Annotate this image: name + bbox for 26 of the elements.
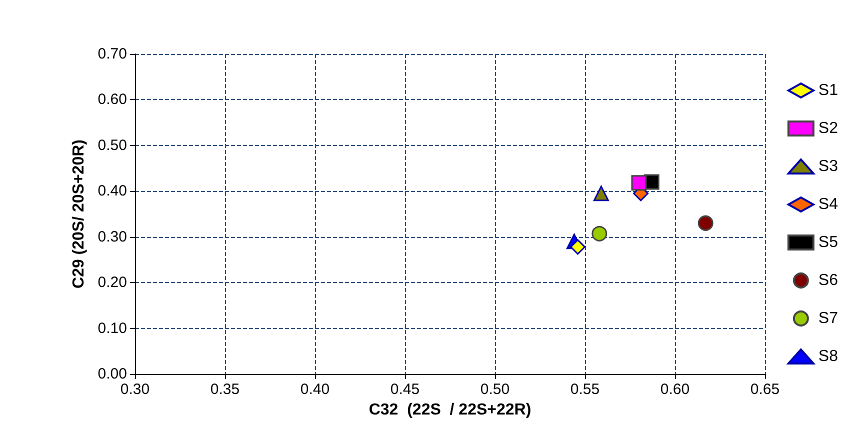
x-axis-title: C32 (22S / 22S+22R) [368, 402, 532, 418]
y-tick-label: 0.20 [98, 274, 127, 292]
y-tick-label: 0.10 [98, 320, 127, 337]
x-tick-label: 0.45 [390, 381, 420, 398]
legend-label: S2 [818, 120, 838, 137]
legend-label: S1 [818, 82, 838, 99]
legend-label: S6 [818, 272, 838, 289]
y-tick-label: 0.30 [98, 228, 127, 246]
x-tick-label: 0.60 [660, 381, 690, 398]
legend-label: S5 [818, 234, 838, 251]
x-tick-label: 0.50 [480, 381, 510, 398]
legend-label: S3 [818, 158, 838, 175]
y-tick-label: 0.70 [98, 46, 127, 62]
legend-label: S8 [818, 348, 838, 365]
x-tick-label: 0.65 [750, 381, 780, 398]
y-axis-title: C29 (20S/ 20S+20R) [70, 140, 88, 288]
y-tick-label: 0.60 [98, 91, 127, 108]
x-tick-label: 0.35 [210, 381, 240, 398]
y-tick-label: 0.00 [98, 366, 127, 382]
x-tick-label: 0.55 [570, 381, 600, 398]
legend-label: S7 [818, 310, 838, 327]
y-tick-label: 0.50 [98, 136, 127, 154]
x-tick-label: 0.40 [300, 381, 330, 398]
x-tick-label: 0.30 [120, 381, 150, 398]
legend-label: S4 [818, 196, 838, 213]
y-tick-label: 0.40 [98, 182, 127, 200]
